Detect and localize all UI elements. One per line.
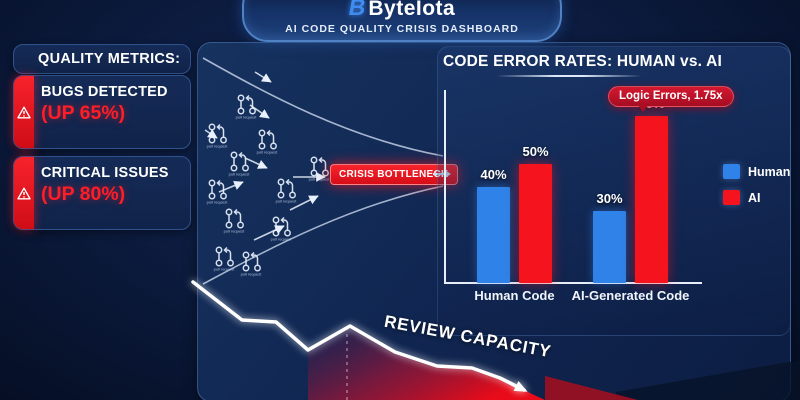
legend-label: AI (748, 190, 761, 205)
x-axis (444, 282, 702, 284)
quality-metrics-heading: QUALITY METRICS: (38, 51, 181, 67)
brand-logo-icon: B (346, 0, 368, 20)
funnel-curve-bottom (202, 185, 443, 285)
flow-arrow-icon (218, 180, 244, 193)
bar-ai-1 (519, 164, 552, 283)
pull-request-icon: pull request (236, 94, 258, 120)
funnel-curve-top (202, 57, 443, 157)
legend-swatch (723, 164, 740, 179)
annotation-pointer-icon (638, 105, 648, 112)
flow-arrow-icon (254, 71, 272, 83)
flow-arrow-icon (289, 195, 319, 211)
legend-label: Human (748, 164, 791, 179)
pull-request-label: pull request (241, 272, 263, 277)
alert-strip (14, 157, 34, 229)
warning-icon (17, 187, 31, 199)
y-axis (444, 90, 446, 284)
pull-request-label: pull request (229, 172, 251, 177)
pull-request-label: pull request (236, 115, 258, 120)
metric-delta: (UP 80%) (41, 183, 126, 205)
pull-request-icon: pull request (229, 151, 251, 177)
pull-request-label: pull request (271, 237, 293, 242)
legend-swatch (723, 190, 740, 205)
flow-arrow-icon (249, 104, 270, 119)
header-subtitle: AI CODE QUALITY CRISIS DASHBOARD (285, 23, 519, 35)
pull-request-label: pull request (207, 200, 229, 205)
alert-strip (14, 76, 34, 148)
pull-request-label: pull request (214, 267, 236, 272)
pull-request-icon: pull request (257, 129, 279, 155)
bar-human-1 (477, 187, 510, 283)
metric-card-bugs: BUGS DETECTED (UP 65%) (13, 75, 191, 149)
warning-icon (17, 106, 31, 118)
metric-card-critical: CRITICAL ISSUES (UP 80%) (13, 156, 191, 230)
brand-row: BByteIota (244, 0, 560, 21)
chart-title-underline (498, 75, 640, 77)
pull-request-icon: pull request (207, 179, 229, 205)
chart-title: CODE ERROR RATES: HUMAN vs. AI (443, 53, 722, 70)
bar-value-label: 50% (522, 144, 549, 159)
pull-request-icon: pull request (309, 156, 330, 182)
bar-ai-2 (635, 116, 668, 283)
red-wedge (545, 376, 638, 400)
chart-plot: 40%50%30%70% (445, 92, 700, 283)
metric-delta: (UP 65%) (41, 102, 126, 124)
crisis-bottleneck-badge: CRISIS BOTTLENECK (330, 164, 458, 185)
category-label: Human Code (474, 288, 555, 303)
brand-name: ByteIota (368, 0, 456, 20)
flow-arrow-icon (244, 157, 268, 169)
bar-human-2 (593, 211, 626, 283)
category-label: AI-Generated Code (571, 288, 690, 303)
pull-request-label: pull request (224, 229, 246, 234)
flow-arrow-icon (253, 225, 285, 241)
pull-request-icon: pull request (207, 123, 229, 149)
metric-label: CRITICAL ISSUES (41, 165, 169, 181)
chart-categories: Human Code AI-Generated Code (445, 288, 700, 304)
review-capacity-trend (191, 280, 800, 400)
pull-request-funnel: pull request pull request pull request pull… (202, 57, 443, 285)
pull-request-icon: pull request (276, 178, 298, 204)
bar-value-label: 30% (596, 191, 623, 206)
bar-value-label: 40% (480, 167, 507, 182)
pull-request-icon: pull request (224, 208, 246, 234)
chart-legend: Human AI (723, 164, 790, 216)
pull-request-icon: pull request (214, 246, 236, 272)
flow-arrow-icon (204, 129, 218, 139)
pull-request-label: pull request (257, 150, 279, 155)
metric-label: BUGS DETECTED (41, 84, 168, 100)
pull-request-icon: pull request (241, 251, 263, 277)
legend-item: AI (723, 190, 790, 205)
header-banner: BByteIota AI CODE QUALITY CRISIS DASHBOA… (242, 0, 562, 42)
panel-shade (616, 360, 800, 400)
pull-request-icon: pull request (271, 216, 293, 242)
legend-item: Human (723, 164, 790, 179)
pull-request-label: pull request (207, 144, 229, 149)
quality-metrics-panel: QUALITY METRICS: (13, 44, 191, 74)
trend-line (191, 280, 528, 392)
pull-request-label: pull request (276, 199, 298, 204)
annotation-badge: Logic Errors, 1.75x (608, 86, 734, 107)
